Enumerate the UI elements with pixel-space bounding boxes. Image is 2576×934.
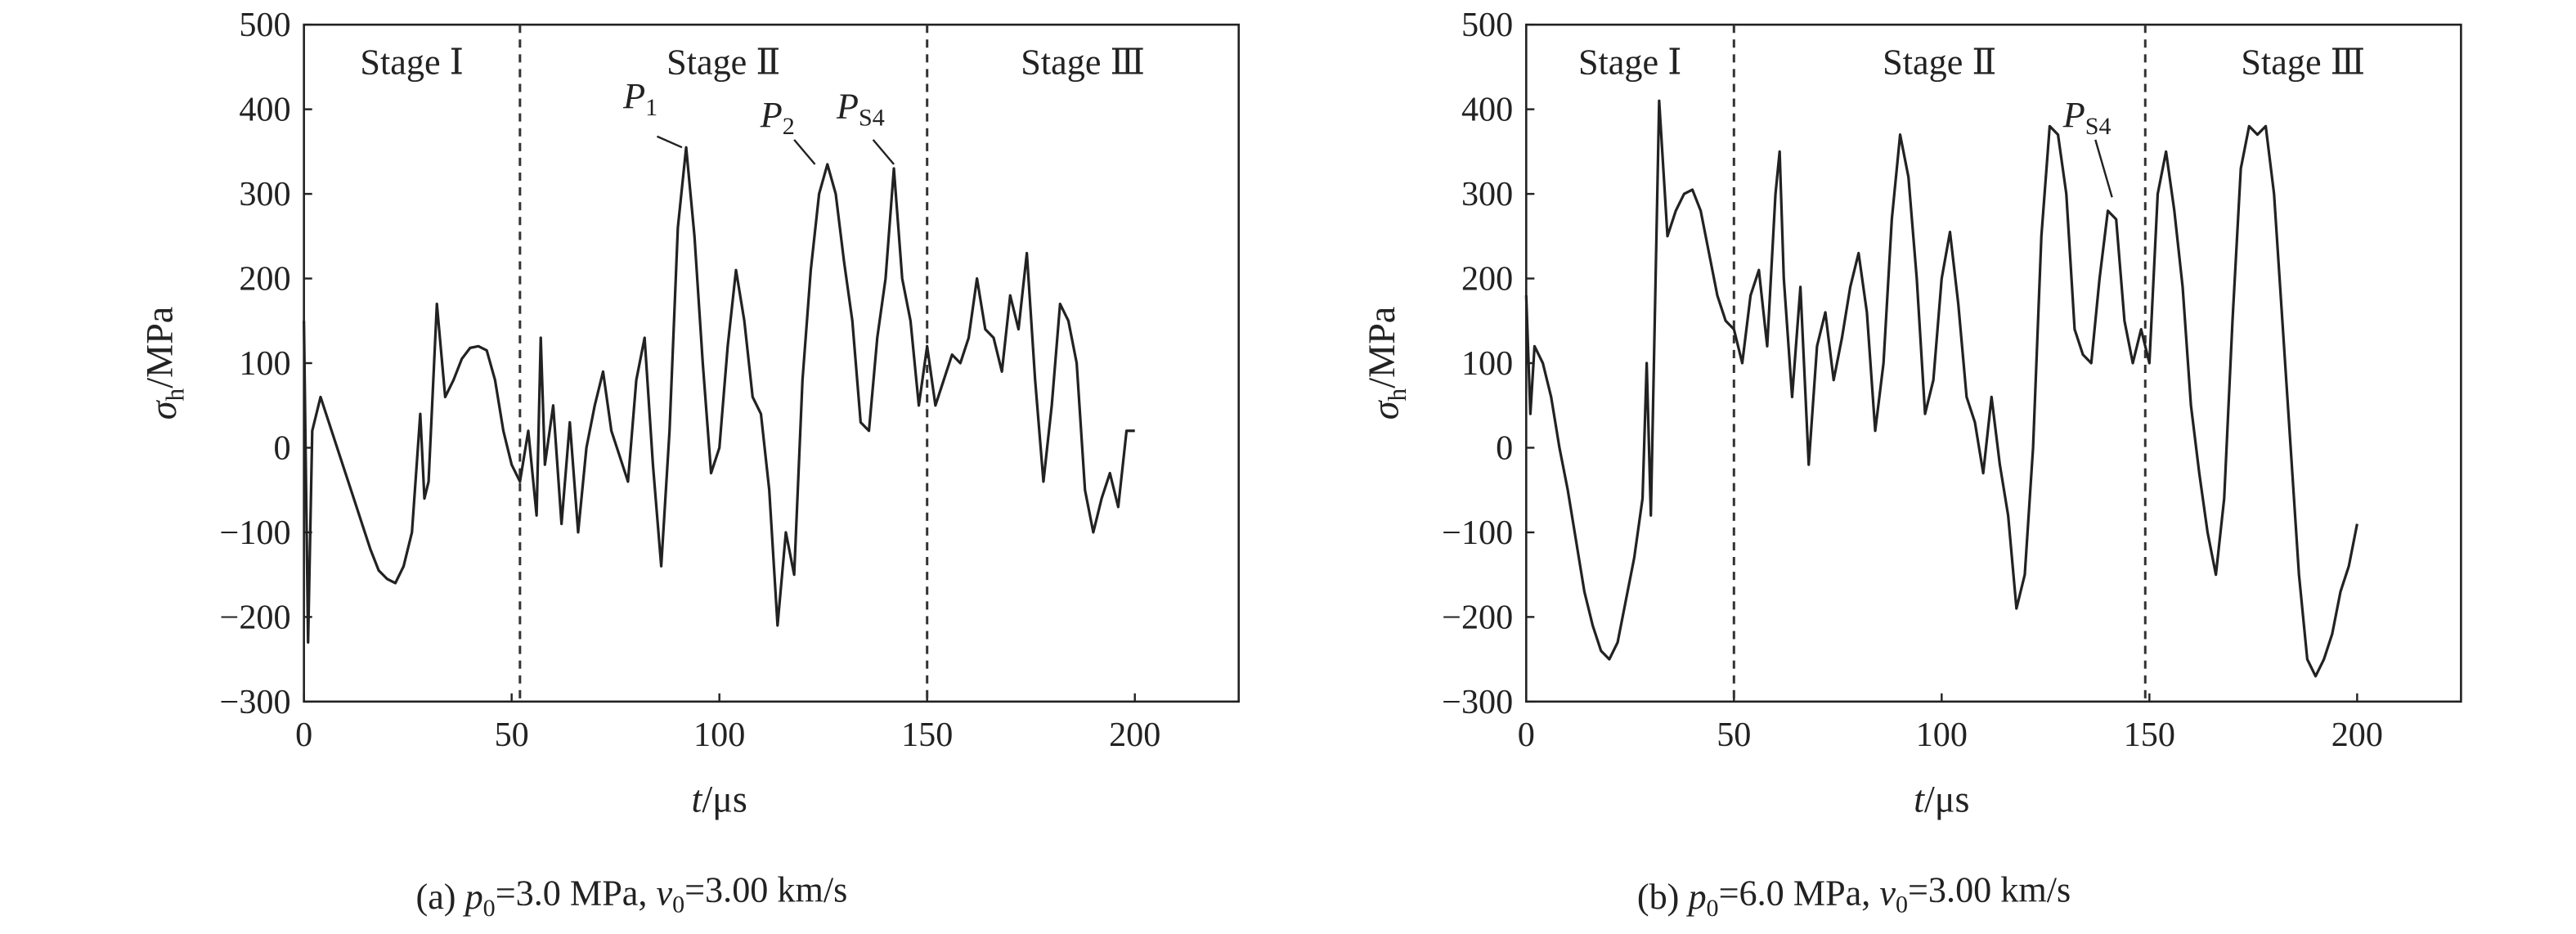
annotation-leader bbox=[2094, 139, 2113, 198]
y-tick-label: 400 bbox=[1461, 91, 1513, 129]
x-tick-label: 50 bbox=[1717, 716, 1751, 754]
y-tick-label: −300 bbox=[220, 683, 291, 721]
annotation: P1 bbox=[622, 76, 657, 121]
caption-part: (a) bbox=[415, 877, 464, 917]
y-tick-label: 300 bbox=[239, 175, 290, 213]
stage-label: Stage Ⅱ bbox=[1883, 42, 1996, 82]
y-tick-label: 200 bbox=[239, 260, 290, 299]
stage-label: Stage Ⅰ bbox=[1578, 42, 1682, 82]
stage-label: Stage Ⅱ bbox=[666, 42, 780, 82]
caption-part: 0 bbox=[672, 891, 684, 918]
y-tick-label: 500 bbox=[1461, 6, 1513, 44]
x-axis-label-part: /μs bbox=[1924, 778, 1970, 819]
caption-part: p bbox=[1685, 877, 1706, 917]
plot-frame bbox=[1524, 23, 2462, 703]
caption-part: 0 bbox=[483, 894, 496, 922]
annotation: P2 bbox=[760, 95, 795, 140]
y-axis-label: σh/MPa bbox=[1361, 307, 1411, 420]
stress-line bbox=[1524, 99, 2358, 678]
x-tick-label: 200 bbox=[2331, 716, 2383, 754]
x-tick-label: 200 bbox=[1109, 716, 1160, 754]
annotation-part: P bbox=[836, 87, 859, 127]
caption-part: =3.00 km/s bbox=[684, 869, 847, 909]
stage-label: Stage Ⅲ bbox=[1021, 42, 1145, 82]
y-tick-label: −200 bbox=[220, 598, 291, 636]
x-tick-label: 150 bbox=[2124, 716, 2175, 754]
caption-part: p bbox=[463, 877, 483, 917]
y-axis-label-part: σ bbox=[142, 399, 184, 420]
caption-part: =6.0 MPa, bbox=[1719, 873, 1880, 914]
annotation-part: S4 bbox=[2085, 112, 2112, 140]
y-axis-label-part: h bbox=[160, 388, 189, 402]
caption-part: v bbox=[656, 873, 672, 914]
annotation-part: 2 bbox=[783, 112, 795, 140]
x-tick-label: 100 bbox=[693, 716, 745, 754]
y-tick-label: 0 bbox=[273, 429, 290, 468]
y-tick-label: 100 bbox=[1461, 344, 1513, 383]
stage-label: Stage Ⅰ bbox=[360, 42, 464, 82]
y-tick-label: 400 bbox=[239, 91, 290, 129]
y-tick-label: −100 bbox=[220, 514, 291, 552]
x-tick-label: 150 bbox=[901, 716, 953, 754]
y-axis-label-part: /MPa bbox=[1361, 307, 1402, 388]
y-tick-label: 200 bbox=[1461, 260, 1513, 299]
caption-part: 0 bbox=[1896, 891, 1908, 918]
caption-part: (b) bbox=[1637, 877, 1689, 917]
y-axis-label: σh/MPa bbox=[139, 307, 190, 420]
x-axis-label-part: /μs bbox=[702, 778, 747, 819]
x-axis-label-part: t bbox=[691, 778, 702, 819]
y-tick-label: 100 bbox=[239, 344, 290, 383]
x-axis-label: t/μs bbox=[691, 778, 747, 819]
caption: (a) p0=3.0 MPa, v0=3.00 km/s bbox=[415, 869, 847, 922]
annotation-part: P bbox=[622, 76, 645, 116]
stage-label: Stage Ⅲ bbox=[2241, 42, 2365, 82]
y-tick-label: −300 bbox=[1442, 683, 1513, 721]
caption: (b) p0=6.0 MPa, v0=3.00 km/s bbox=[1637, 869, 2071, 922]
y-axis-label-part: σ bbox=[1365, 399, 1407, 420]
x-axis-label: t/μs bbox=[1914, 778, 1969, 819]
annotation: PS4 bbox=[2062, 95, 2112, 140]
x-tick-label: 0 bbox=[1518, 716, 1535, 754]
annotation-part: P bbox=[2062, 95, 2085, 135]
annotation-leader bbox=[872, 139, 895, 165]
stress-line bbox=[303, 146, 1135, 644]
annotation-part: S4 bbox=[859, 104, 885, 132]
y-axis-label-part: /MPa bbox=[139, 307, 181, 388]
caption-part: =3.0 MPa, bbox=[496, 873, 657, 914]
y-axis-label-part: h bbox=[1383, 388, 1411, 402]
x-tick-label: 50 bbox=[495, 716, 529, 754]
caption-part: 0 bbox=[1707, 894, 1719, 922]
caption-part: =3.00 km/s bbox=[1908, 869, 2071, 909]
annotation-part: 1 bbox=[645, 93, 657, 121]
y-tick-label: 0 bbox=[1496, 429, 1513, 468]
caption-part: v bbox=[1879, 873, 1896, 914]
annotation-part: P bbox=[760, 95, 783, 135]
annotation-leader bbox=[793, 139, 816, 165]
x-tick-label: 100 bbox=[1916, 716, 1968, 754]
y-tick-label: −100 bbox=[1442, 514, 1513, 552]
x-tick-label: 0 bbox=[295, 716, 312, 754]
x-axis-label-part: t bbox=[1914, 778, 1925, 819]
y-tick-label: 300 bbox=[1461, 175, 1513, 213]
annotation-leader bbox=[656, 135, 683, 149]
y-tick-label: −200 bbox=[1442, 598, 1513, 636]
y-tick-label: 500 bbox=[239, 6, 290, 44]
annotation: PS4 bbox=[836, 87, 885, 132]
